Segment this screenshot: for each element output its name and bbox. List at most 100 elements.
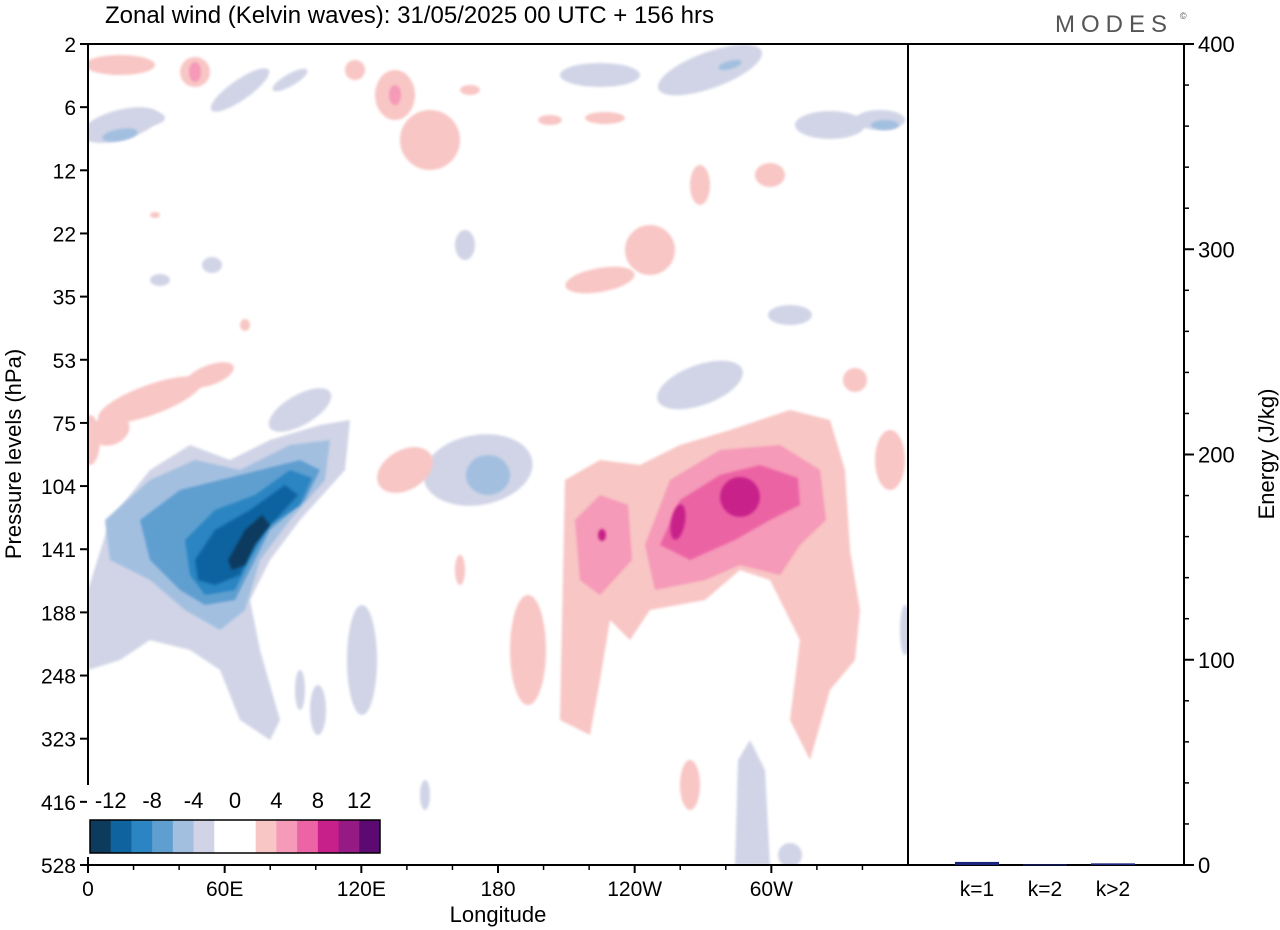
colorbar-swatch — [276, 820, 298, 853]
positive-contour-extra-15 — [345, 60, 365, 80]
positive-contour-extra-20 — [538, 115, 562, 125]
colorbar-swatch — [131, 820, 153, 853]
negative-core-upper-0 — [102, 128, 138, 142]
positive-contour-extra-22 — [240, 319, 250, 331]
pressure-tick-label: 6 — [64, 97, 76, 120]
colorbar-tick-label: 4 — [270, 788, 282, 813]
colorbar-tick-label: -4 — [184, 788, 204, 813]
pressure-tick-label: 188 — [41, 602, 76, 625]
energy-bars — [955, 861, 1135, 866]
positive-contour-extra-2 — [377, 447, 433, 493]
positive-contour-extra-12 — [400, 110, 460, 170]
positive-contour-extra-1 — [680, 760, 700, 810]
colorbar-swatch — [172, 820, 195, 853]
negative-contour-upper-11 — [150, 274, 170, 286]
energy-category-labels: k=1 k=2 k>2 — [960, 878, 1130, 901]
positive-contour-extra-8 — [565, 266, 635, 294]
energy-tick-label: 300 — [1198, 237, 1235, 262]
negative-core-upper-2 — [871, 120, 899, 130]
pressure-axis: 2 6 12 22 35 53 75 104 141 188 248 323 416 528 — [41, 34, 88, 878]
pressure-tick-label: 528 — [41, 855, 76, 878]
energy-tick-label: 200 — [1198, 443, 1235, 468]
longitude-axis: 0 60E 120E 180 120W 60W — [82, 865, 864, 901]
positive-contour-extra-11 — [755, 163, 785, 187]
colorbar-tick-label: 12 — [347, 788, 371, 813]
longitude-tick-label: 0 — [82, 878, 94, 901]
positive-contour-extra-7 — [186, 362, 234, 388]
negative-contour-upper-4 — [560, 63, 640, 87]
energy-tick-label: 400 — [1198, 32, 1235, 57]
positive-contour-extra-13 — [88, 55, 155, 75]
colorbar-tick-label: -8 — [142, 788, 162, 813]
modes-logo: MODES © — [1055, 11, 1187, 38]
energy-category-label: k=1 — [960, 878, 994, 901]
negative-contour-upper-17 — [295, 670, 305, 710]
pressure-tick-label: 104 — [41, 476, 76, 499]
negative-contour-upper-12 — [768, 305, 812, 325]
colorbar-swatch — [193, 820, 215, 853]
longitude-tick-label: 60E — [206, 878, 243, 901]
pressure-tick-label: 75 — [53, 413, 76, 436]
positive-core-0 — [598, 529, 606, 541]
colorbar-tick-label: -12 — [95, 788, 127, 813]
negative-contour-upper-9 — [455, 230, 475, 260]
negative-contour-upper-13 — [657, 360, 743, 410]
energy-bar — [1091, 863, 1135, 865]
energy-tick-label: 0 — [1198, 853, 1210, 878]
positive-contour-extra-9 — [625, 225, 675, 275]
pressure-tick-label: 2 — [64, 34, 76, 57]
energy-bar — [955, 861, 999, 865]
pressure-tick-label: 53 — [53, 350, 76, 373]
colorbar-tick-label: 8 — [312, 788, 324, 813]
energy-category-label: k=2 — [1028, 878, 1062, 901]
negative-contour-5 — [228, 515, 270, 570]
pressure-tick-label: 323 — [41, 729, 76, 752]
positive-contour-1 — [575, 495, 632, 595]
colorbar-swatch — [297, 820, 319, 853]
negative-core-upper-1 — [718, 60, 742, 70]
negative-contour-7 — [466, 455, 510, 495]
colorbar-swatch — [235, 820, 257, 853]
positive-contour-extra-6 — [98, 376, 202, 424]
positive-contour-extra-0 — [510, 595, 546, 705]
longitude-tick-label: 180 — [480, 878, 515, 901]
pressure-tick-label: 416 — [41, 792, 76, 815]
brand-name: MODES — [1055, 11, 1173, 38]
negative-contour-upper-3 — [272, 68, 308, 92]
negative-contour-upper-16 — [310, 685, 326, 735]
chart-title: Zonal wind (Kelvin waves): 31/05/2025 00… — [105, 2, 714, 29]
positive-contour-extra-17 — [460, 85, 480, 95]
negative-contour-upper-14 — [268, 388, 332, 432]
negative-contour-upper-19 — [900, 605, 908, 655]
negative-contour-upper-1 — [125, 110, 165, 126]
colorbar-swatch — [359, 820, 381, 853]
pressure-tick-label: 141 — [41, 539, 76, 562]
positive-contour-extra-18 — [843, 368, 867, 392]
negative-contour-upper-18 — [347, 605, 377, 715]
colorbar-swatch — [110, 820, 132, 853]
brand-mark: © — [1180, 11, 1187, 21]
pressure-tick-label: 12 — [53, 160, 76, 183]
energy-axis: 0 100 200 300 400 — [1184, 32, 1235, 878]
longitude-tick-label: 120W — [607, 878, 662, 901]
energy-category-label: k>2 — [1096, 878, 1130, 901]
positive-core-extra-1 — [389, 85, 401, 105]
colorbar-swatch — [255, 820, 277, 853]
energy-tick-label: 100 — [1198, 648, 1235, 673]
negative-contour-9 — [778, 843, 802, 865]
positive-core-extra-0 — [189, 62, 201, 82]
colorbar-tick-label: 0 — [229, 788, 241, 813]
energy-frame — [907, 43, 1185, 866]
colorbar-frame — [89, 819, 381, 854]
longitude-tick-label: 60W — [750, 878, 793, 901]
energy-panel: 0 100 200 300 400 k=1 k=2 k>2 Energy (J/kg) — [907, 32, 1279, 901]
y-axis-label: Pressure levels (hPa) — [1, 349, 26, 559]
energy-bar — [1023, 864, 1067, 866]
heatmap-panel: 2 6 12 22 35 53 75 104 141 188 248 323 416 528 0 60E 12… — [1, 34, 909, 927]
negative-contour-upper-7 — [795, 111, 865, 139]
pressure-tick-label: 22 — [53, 223, 76, 246]
colorbar-swatch — [338, 820, 360, 853]
positive-contour-extra-19 — [875, 430, 905, 490]
positive-core-2 — [720, 477, 760, 517]
